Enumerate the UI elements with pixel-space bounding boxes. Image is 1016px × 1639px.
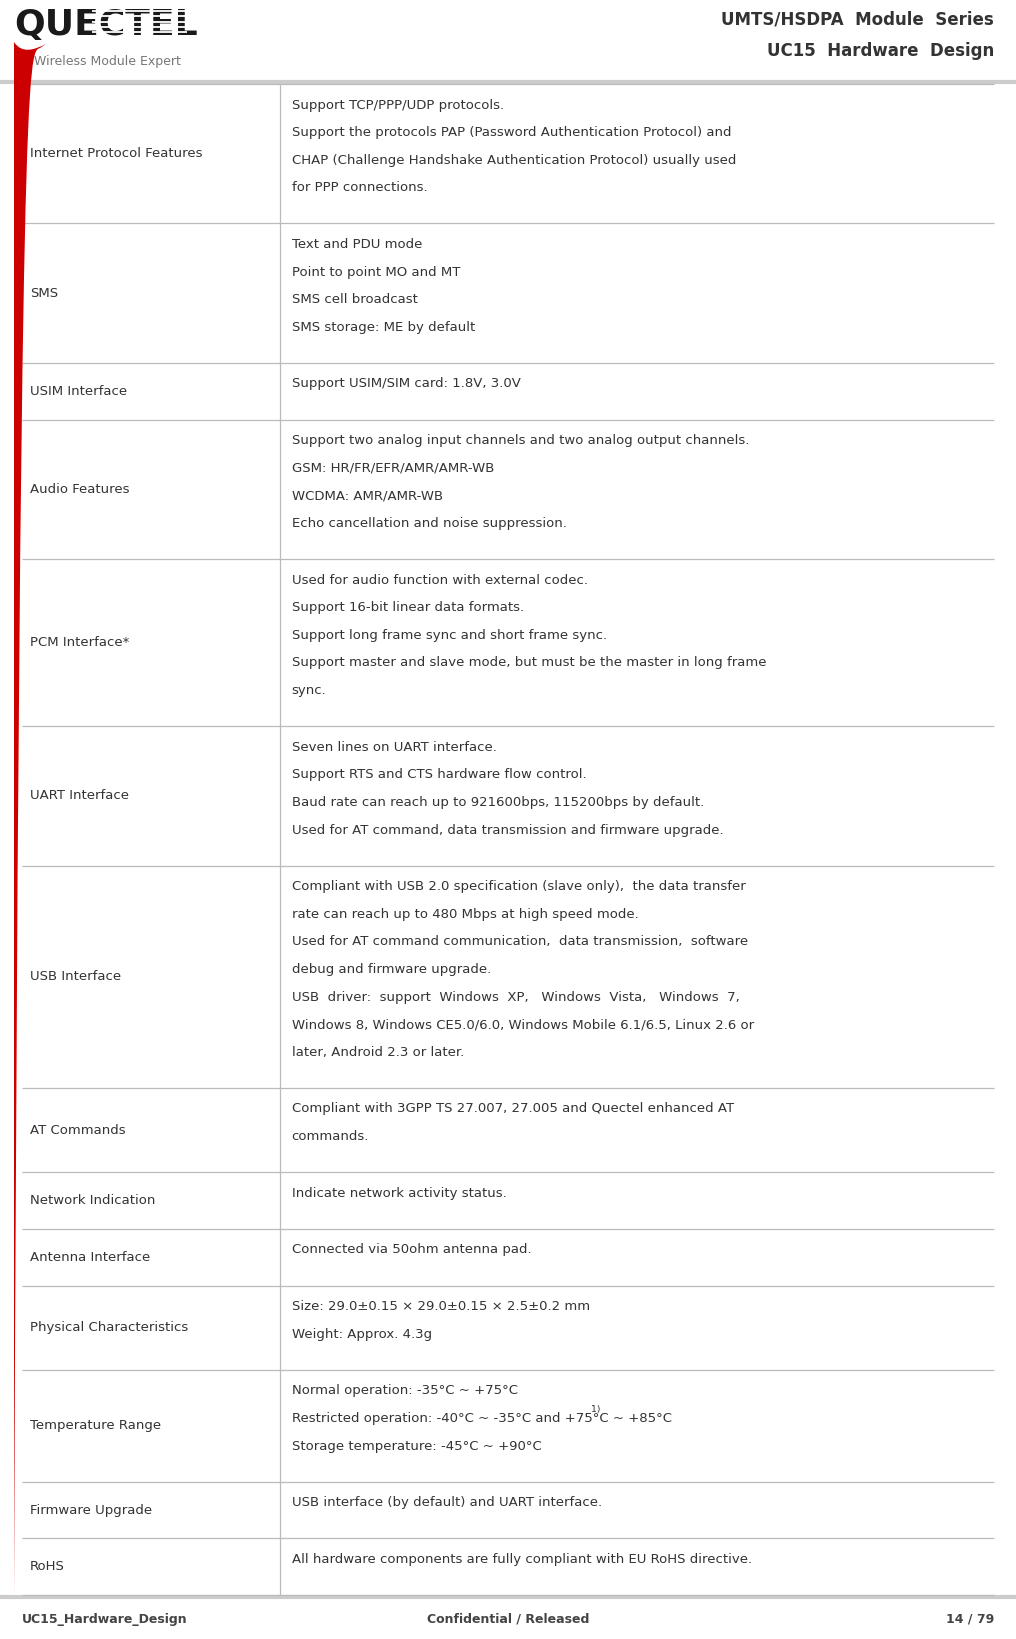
Text: 14 / 79: 14 / 79 bbox=[946, 1613, 994, 1626]
Text: Text and PDU mode: Text and PDU mode bbox=[292, 238, 422, 251]
Text: Used for AT command, data transmission and firmware upgrade.: Used for AT command, data transmission a… bbox=[292, 823, 723, 836]
Text: USIM Interface: USIM Interface bbox=[30, 385, 127, 398]
Text: Storage temperature: -45°C ~ +90°C: Storage temperature: -45°C ~ +90°C bbox=[292, 1439, 542, 1452]
Text: SMS storage: ME by default: SMS storage: ME by default bbox=[292, 321, 474, 334]
Text: CHAP (Challenge Handshake Authentication Protocol) usually used: CHAP (Challenge Handshake Authentication… bbox=[292, 154, 736, 167]
Text: Support long frame sync and short frame sync.: Support long frame sync and short frame … bbox=[292, 629, 607, 642]
Text: SMS cell broadcast: SMS cell broadcast bbox=[292, 293, 418, 306]
Text: USB Interface: USB Interface bbox=[30, 970, 121, 983]
Text: Support USIM/SIM card: 1.8V, 3.0V: Support USIM/SIM card: 1.8V, 3.0V bbox=[292, 377, 520, 390]
Text: QUECTEL: QUECTEL bbox=[14, 8, 198, 43]
Text: Echo cancellation and noise suppression.: Echo cancellation and noise suppression. bbox=[292, 516, 567, 529]
Text: UC15  Hardware  Design: UC15 Hardware Design bbox=[767, 43, 994, 61]
Text: Point to point MO and MT: Point to point MO and MT bbox=[292, 266, 460, 279]
Text: UMTS/HSDPA  Module  Series: UMTS/HSDPA Module Series bbox=[721, 10, 994, 28]
Text: Internet Protocol Features: Internet Protocol Features bbox=[30, 148, 202, 161]
Text: Support the protocols PAP (Password Authentication Protocol) and: Support the protocols PAP (Password Auth… bbox=[292, 126, 732, 139]
Text: PCM Interface*: PCM Interface* bbox=[30, 636, 129, 649]
Text: Used for audio function with external codec.: Used for audio function with external co… bbox=[292, 574, 587, 587]
Text: Network Indication: Network Indication bbox=[30, 1195, 155, 1206]
Text: Baud rate can reach up to 921600bps, 115200bps by default.: Baud rate can reach up to 921600bps, 115… bbox=[292, 797, 704, 810]
Text: Temperature Range: Temperature Range bbox=[30, 1419, 162, 1432]
Text: Indicate network activity status.: Indicate network activity status. bbox=[292, 1187, 506, 1200]
Text: Antenna Interface: Antenna Interface bbox=[30, 1251, 150, 1264]
Text: RoHS: RoHS bbox=[30, 1560, 65, 1573]
Text: Size: 29.0±0.15 × 29.0±0.15 × 2.5±0.2 mm: Size: 29.0±0.15 × 29.0±0.15 × 2.5±0.2 mm bbox=[292, 1300, 589, 1313]
Text: WCDMA: AMR/AMR-WB: WCDMA: AMR/AMR-WB bbox=[292, 490, 443, 503]
Text: Support RTS and CTS hardware flow control.: Support RTS and CTS hardware flow contro… bbox=[292, 769, 586, 782]
Text: Normal operation: -35°C ~ +75°C: Normal operation: -35°C ~ +75°C bbox=[292, 1385, 517, 1398]
Text: commands.: commands. bbox=[292, 1129, 369, 1142]
Text: Compliant with 3GPP TS 27.007, 27.005 and Quectel enhanced AT: Compliant with 3GPP TS 27.007, 27.005 an… bbox=[292, 1103, 734, 1116]
Text: AT Commands: AT Commands bbox=[30, 1124, 126, 1136]
Text: Windows 8, Windows CE5.0/6.0, Windows Mobile 6.1/6.5, Linux 2.6 or: Windows 8, Windows CE5.0/6.0, Windows Mo… bbox=[292, 1018, 754, 1031]
Text: Weight: Approx. 4.3g: Weight: Approx. 4.3g bbox=[292, 1328, 432, 1341]
Text: Support two analog input channels and two analog output channels.: Support two analog input channels and tw… bbox=[292, 434, 749, 447]
Text: Wireless Module Expert: Wireless Module Expert bbox=[34, 56, 181, 67]
Text: later, Android 2.3 or later.: later, Android 2.3 or later. bbox=[292, 1046, 464, 1059]
Text: USB interface (by default) and UART interface.: USB interface (by default) and UART inte… bbox=[292, 1496, 601, 1510]
Text: sync.: sync. bbox=[292, 683, 326, 697]
Text: Confidential / Released: Confidential / Released bbox=[427, 1613, 589, 1626]
Text: UART Interface: UART Interface bbox=[30, 790, 129, 803]
Text: Support master and slave mode, but must be the master in long frame: Support master and slave mode, but must … bbox=[292, 657, 766, 669]
Text: All hardware components are fully compliant with EU RoHS directive.: All hardware components are fully compli… bbox=[292, 1552, 752, 1565]
Text: Restricted operation: -40°C ~ -35°C and +75°C ~ +85°C: Restricted operation: -40°C ~ -35°C and … bbox=[292, 1411, 676, 1424]
Text: debug and firmware upgrade.: debug and firmware upgrade. bbox=[292, 964, 491, 975]
Text: Audio Features: Audio Features bbox=[30, 484, 129, 497]
Text: Seven lines on UART interface.: Seven lines on UART interface. bbox=[292, 741, 497, 754]
Text: Firmware Upgrade: Firmware Upgrade bbox=[30, 1503, 152, 1516]
Text: Connected via 50ohm antenna pad.: Connected via 50ohm antenna pad. bbox=[292, 1244, 531, 1257]
Text: SMS: SMS bbox=[30, 287, 58, 300]
Text: GSM: HR/FR/EFR/AMR/AMR-WB: GSM: HR/FR/EFR/AMR/AMR-WB bbox=[292, 462, 494, 475]
Text: Used for AT command communication,  data transmission,  software: Used for AT command communication, data … bbox=[292, 936, 748, 949]
Text: Physical Characteristics: Physical Characteristics bbox=[30, 1321, 188, 1334]
Text: rate can reach up to 480 Mbps at high speed mode.: rate can reach up to 480 Mbps at high sp… bbox=[292, 908, 638, 921]
Text: Support 16-bit linear data formats.: Support 16-bit linear data formats. bbox=[292, 602, 523, 615]
Text: Compliant with USB 2.0 specification (slave only),  the data transfer: Compliant with USB 2.0 specification (sl… bbox=[292, 880, 746, 893]
Text: for PPP connections.: for PPP connections. bbox=[292, 182, 427, 195]
Text: UC15_Hardware_Design: UC15_Hardware_Design bbox=[22, 1613, 188, 1626]
Text: 1): 1) bbox=[591, 1405, 600, 1414]
Text: USB  driver:  support  Windows  XP,   Windows  Vista,   Windows  7,: USB driver: support Windows XP, Windows … bbox=[292, 990, 740, 1003]
Text: Support TCP/PPP/UDP protocols.: Support TCP/PPP/UDP protocols. bbox=[292, 98, 504, 111]
PathPatch shape bbox=[14, 43, 46, 49]
